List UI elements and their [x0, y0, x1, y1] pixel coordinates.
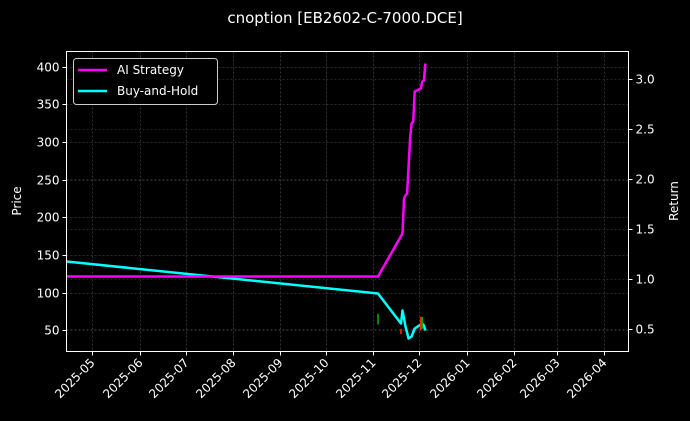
x-tick-label: 2025-08 — [193, 356, 238, 401]
left-tick-label: 400 — [37, 61, 60, 75]
chart-title: cnoption [EB2602-C-7000.DCE] — [227, 9, 463, 27]
left-tick-label: 150 — [37, 249, 60, 263]
grid-lines — [66, 51, 629, 352]
x-tick-label: 2025-12 — [379, 356, 424, 401]
series-line-ai-strategy — [66, 63, 427, 278]
right-tick-label: 0.5 — [636, 323, 655, 337]
x-axis-ticks: 2025-05 2025-06 2025-07 2025-08 2025-09 2025-… — [52, 351, 610, 401]
right-tick-label: 2.5 — [636, 123, 655, 137]
x-tick-label: 2026-02 — [474, 356, 519, 401]
right-axis-ticks: 0.5 1.0 1.5 2.0 2.5 3.0 — [628, 73, 655, 337]
series-line-buy-and-hold — [66, 260, 427, 340]
right-tick-label: 1.0 — [636, 273, 655, 287]
trade-markers — [377, 313, 424, 335]
x-tick-label: 2025-10 — [286, 356, 331, 401]
left-tick-label: 200 — [37, 211, 60, 225]
x-tick-label: 2025-06 — [100, 356, 145, 401]
x-tick-label: 2025-11 — [333, 356, 378, 401]
x-tick-label: 2025-05 — [52, 356, 97, 401]
x-tick-label: 2026-04 — [564, 356, 609, 401]
x-tick-label: 2026-01 — [427, 356, 472, 401]
right-tick-label: 2.0 — [636, 173, 655, 187]
legend-label-ai-strategy: AI Strategy — [117, 63, 184, 77]
right-tick-label: 1.5 — [636, 223, 655, 237]
legend-box — [73, 58, 218, 105]
x-tick-label: 2025-09 — [240, 356, 285, 401]
right-axis-label: Return — [667, 181, 681, 221]
left-axis-ticks: 50 100 150 200 250 300 350 400 — [37, 61, 67, 338]
left-tick-label: 350 — [37, 98, 60, 112]
left-tick-label: 50 — [44, 324, 59, 338]
x-tick-label: 2026-03 — [517, 356, 562, 401]
left-tick-label: 250 — [37, 174, 60, 188]
plot-frame — [66, 51, 629, 352]
left-axis-label: Price — [10, 186, 24, 215]
left-tick-label: 300 — [37, 136, 60, 150]
legend: AI Strategy Buy-and-Hold — [73, 58, 218, 105]
x-tick-label: 2025-07 — [146, 356, 191, 401]
left-tick-label: 100 — [37, 287, 60, 301]
right-tick-label: 3.0 — [636, 73, 655, 87]
legend-label-buy-and-hold: Buy-and-Hold — [117, 84, 198, 98]
